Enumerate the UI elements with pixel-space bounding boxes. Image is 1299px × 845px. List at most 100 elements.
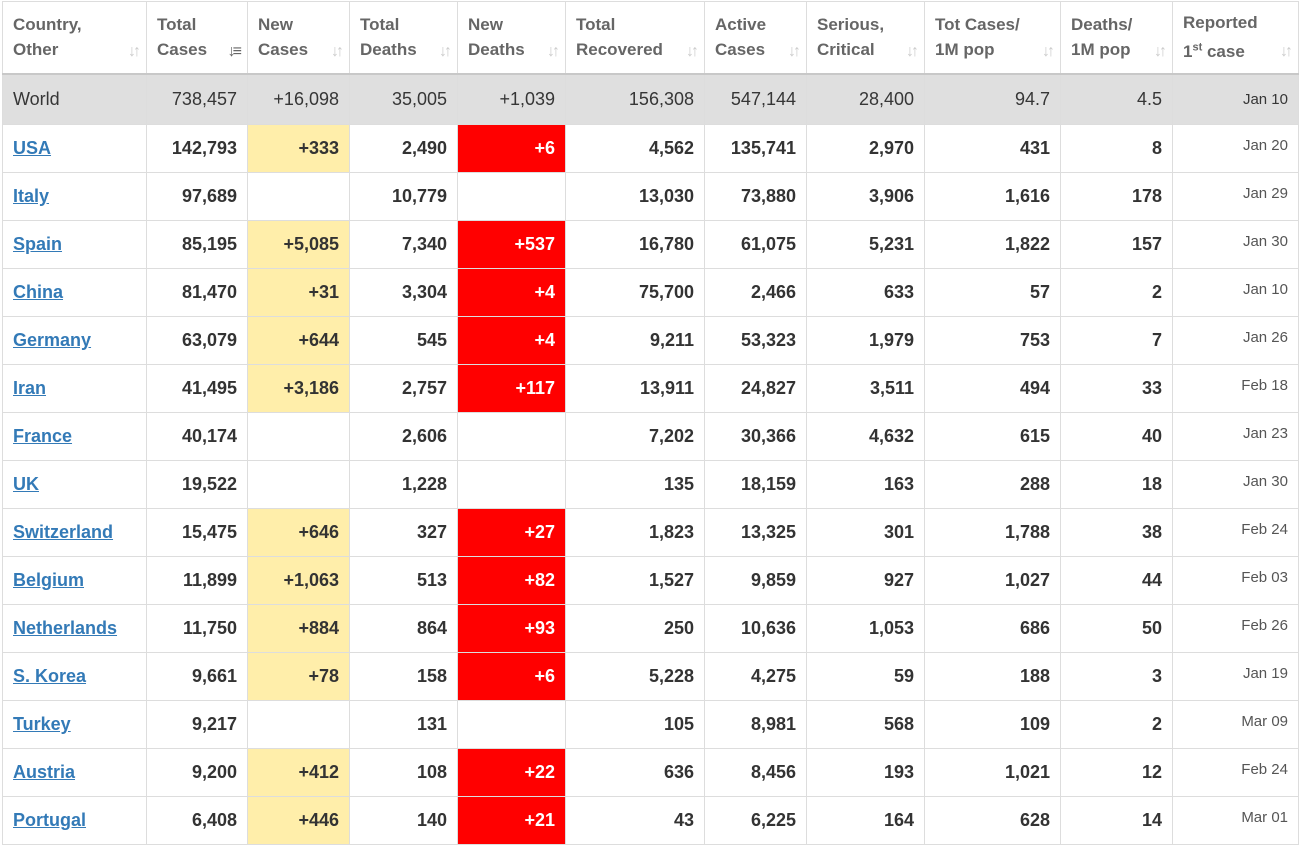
new-cases-cell: +884: [247, 604, 350, 653]
column-header-total-cases[interactable]: Total Cases ↓≡: [146, 1, 248, 75]
country-link[interactable]: Austria: [13, 762, 76, 782]
column-header-cases-per-1m[interactable]: Tot Cases/1M pop ↓↑: [924, 1, 1061, 75]
total-deaths-cell: 10,779: [349, 172, 458, 221]
header-label-line2: Critical: [817, 40, 875, 60]
active-cases-cell: 24,827: [704, 364, 807, 413]
country-link[interactable]: Switzerland: [13, 522, 114, 542]
cases-per-1m-cell: 628: [924, 796, 1061, 845]
country-link[interactable]: Belgium: [13, 570, 85, 590]
country-link[interactable]: Turkey: [13, 714, 71, 734]
deaths-per-1m-cell: 14: [1060, 796, 1173, 845]
country-link[interactable]: S. Korea: [13, 666, 87, 686]
column-header-deaths-per-1m[interactable]: Deaths/1M pop ↓↑: [1060, 1, 1173, 75]
serious-critical-cell: 1,053: [806, 604, 925, 653]
country-link[interactable]: Italy: [13, 186, 50, 206]
total-deaths-cell: 2,606: [349, 412, 458, 461]
cases-per-1m-cell: 94.7: [924, 73, 1061, 125]
active-cases-cell: 4,275: [704, 652, 807, 701]
sort-icon[interactable]: ↓↑: [331, 43, 344, 60]
total-recovered-cell: 43: [565, 796, 705, 845]
table-row: Austria 9,200 +412 108 +22 636 8,456 193 1,021 12…: [2, 748, 1299, 797]
active-cases-cell: 8,981: [704, 700, 807, 749]
total-deaths-cell: 131: [349, 700, 458, 749]
column-header-new-cases[interactable]: New Cases ↓↑: [247, 1, 350, 75]
new-cases-cell: [247, 460, 350, 509]
column-header-total-deaths[interactable]: Total Deaths ↓↑: [349, 1, 458, 75]
deaths-per-1m-cell: 38: [1060, 508, 1173, 557]
table-row: Spain 85,195 +5,085 7,340 +537 16,780 61,075 5,…: [2, 220, 1299, 269]
cases-per-1m-cell: 494: [924, 364, 1061, 413]
column-header-total-recovered[interactable]: Total Recovered ↓↑: [565, 1, 705, 75]
total-cases-cell: 97,689: [146, 172, 248, 221]
header-label-line1: Total: [360, 15, 400, 35]
new-deaths-cell: +93: [457, 604, 566, 653]
total-recovered-cell: 4,562: [565, 124, 705, 173]
sort-icon[interactable]: ↓↑: [1154, 43, 1167, 60]
country-cell: S. Korea: [2, 652, 147, 701]
column-header-new-deaths[interactable]: New Deaths ↓↑: [457, 1, 566, 75]
new-deaths-cell: +22: [457, 748, 566, 797]
total-recovered-cell: 156,308: [565, 73, 705, 125]
deaths-per-1m-cell: 18: [1060, 460, 1173, 509]
column-header-country[interactable]: Country, Other ↓↑: [2, 1, 147, 75]
country-link[interactable]: USA: [13, 138, 52, 158]
sort-icon[interactable]: ↓↑: [906, 43, 919, 60]
country-link[interactable]: Portugal: [13, 810, 87, 830]
header-row: Country, Other ↓↑ Total Cases ↓≡ New Cases ↓↑ …: [2, 1, 1299, 75]
serious-critical-cell: 3,906: [806, 172, 925, 221]
total-cases-cell: 142,793: [146, 124, 248, 173]
serious-critical-cell: 568: [806, 700, 925, 749]
header-label-line2: Cases: [258, 40, 309, 60]
new-deaths-cell: +6: [457, 652, 566, 701]
column-header-first-case[interactable]: Reported 1st case ↓↑: [1172, 1, 1299, 75]
table-row: Turkey 9,217 131 105 8,981 568 109 2 Mar 09: [2, 700, 1299, 749]
header-label-line2: 1st case: [1183, 41, 1245, 62]
cases-per-1m-cell: 57: [924, 268, 1061, 317]
table-row: France 40,174 2,606 7,202 30,366 4,632 615 40 Ja…: [2, 412, 1299, 461]
header-label-line1: New: [258, 15, 293, 35]
sort-desc-icon[interactable]: ↓≡: [227, 43, 242, 60]
new-deaths-cell: +537: [457, 220, 566, 269]
active-cases-cell: 18,159: [704, 460, 807, 509]
cases-per-1m-cell: 1,616: [924, 172, 1061, 221]
total-cases-cell: 11,750: [146, 604, 248, 653]
deaths-per-1m-cell: 7: [1060, 316, 1173, 365]
serious-critical-cell: 4,632: [806, 412, 925, 461]
country-cell: Switzerland: [2, 508, 147, 557]
total-deaths-cell: 108: [349, 748, 458, 797]
country-link[interactable]: Netherlands: [13, 618, 118, 638]
table-row: USA 142,793 +333 2,490 +6 4,562 135,741 2,970 43…: [2, 124, 1299, 173]
total-deaths-cell: 140: [349, 796, 458, 845]
total-cases-cell: 738,457: [146, 73, 248, 125]
sort-icon[interactable]: ↓↑: [1280, 43, 1293, 60]
country-link[interactable]: China: [13, 282, 64, 302]
country-cell: Turkey: [2, 700, 147, 749]
total-recovered-cell: 5,228: [565, 652, 705, 701]
sort-icon[interactable]: ↓↑: [439, 43, 452, 60]
new-deaths-cell: +6: [457, 124, 566, 173]
sort-icon[interactable]: ↓↑: [1042, 43, 1055, 60]
country-link[interactable]: UK: [13, 474, 39, 494]
sort-icon[interactable]: ↓↑: [128, 43, 141, 60]
total-recovered-cell: 1,823: [565, 508, 705, 557]
header-label-line1: New: [468, 15, 503, 35]
sort-icon[interactable]: ↓↑: [547, 43, 560, 60]
active-cases-cell: 547,144: [704, 73, 807, 125]
country-link[interactable]: Spain: [13, 234, 63, 254]
total-deaths-cell: 545: [349, 316, 458, 365]
country-link[interactable]: Iran: [13, 378, 47, 398]
new-deaths-cell: +1,039: [457, 73, 566, 125]
deaths-per-1m-cell: 4.5: [1060, 73, 1173, 125]
total-recovered-cell: 13,911: [565, 364, 705, 413]
country-cell: Netherlands: [2, 604, 147, 653]
sort-icon[interactable]: ↓↑: [788, 43, 801, 60]
country-link[interactable]: France: [13, 426, 73, 446]
new-deaths-cell: [457, 172, 566, 221]
new-cases-cell: +78: [247, 652, 350, 701]
country-link[interactable]: Germany: [13, 330, 92, 350]
deaths-per-1m-cell: 178: [1060, 172, 1173, 221]
sort-icon[interactable]: ↓↑: [686, 43, 699, 60]
column-header-serious-critical[interactable]: Serious, Critical ↓↑: [806, 1, 925, 75]
total-cases-cell: 19,522: [146, 460, 248, 509]
column-header-active-cases[interactable]: Active Cases ↓↑: [704, 1, 807, 75]
